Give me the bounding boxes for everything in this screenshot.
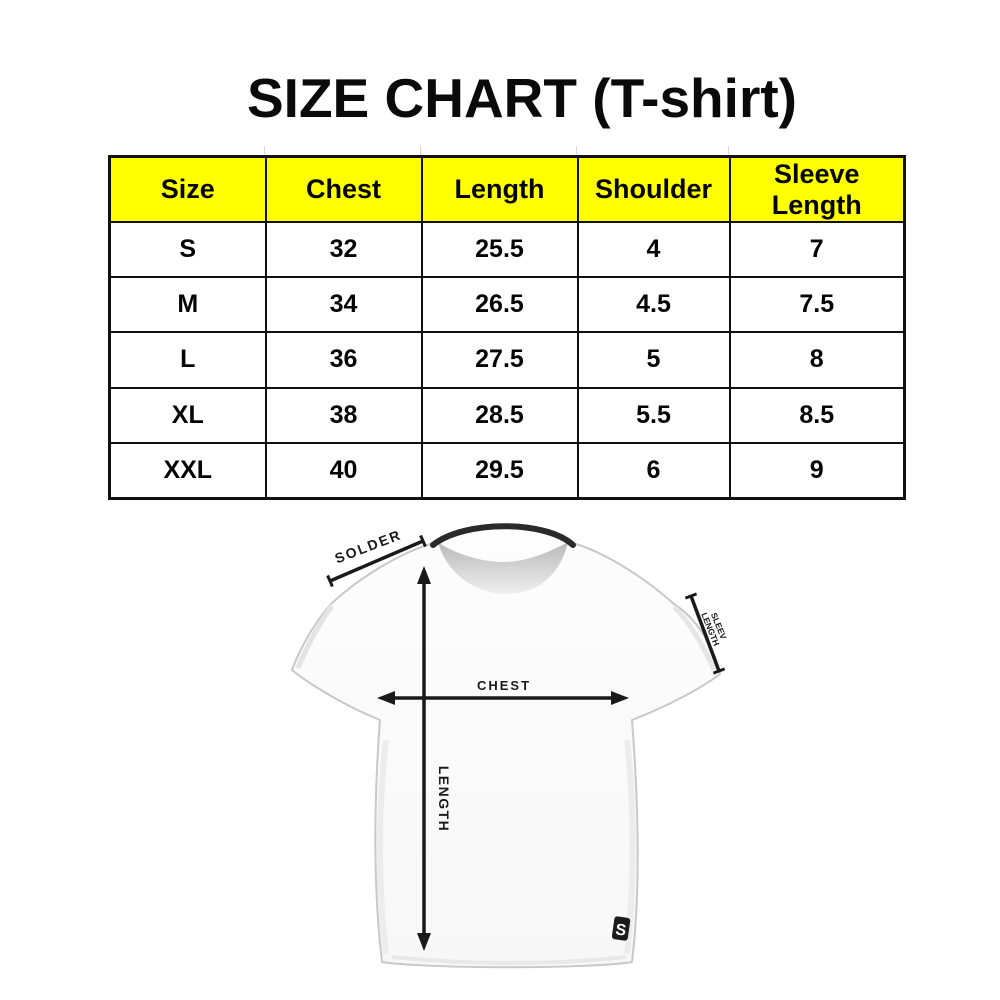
sleeve-shading <box>672 605 717 671</box>
cell-sleeve: 7.5 <box>728 276 906 334</box>
gridline-tick <box>576 146 577 155</box>
sleeve-shading <box>295 604 335 669</box>
sleeve-length-arrow <box>684 592 726 675</box>
cell-shoulder: 5.5 <box>576 386 731 444</box>
cell-size: L <box>108 331 267 389</box>
cell-shoulder: 5 <box>576 331 731 389</box>
length-label: LENGTH <box>436 766 452 833</box>
cell-length: 27.5 <box>420 331 579 389</box>
cell-length: 25.5 <box>420 220 579 279</box>
fold-shading <box>624 739 636 955</box>
cell-shoulder: 4 <box>576 220 731 279</box>
shoulder-arrow <box>326 534 427 588</box>
table-row-s: S 32 25.5 4 7 <box>108 220 906 279</box>
cell-size: S <box>108 220 267 279</box>
cell-size: XXL <box>108 441 267 500</box>
cell-chest: 38 <box>264 386 423 444</box>
cell-sleeve: 8 <box>728 331 906 389</box>
fold-shading <box>377 739 389 955</box>
brand-logo: S <box>611 916 631 941</box>
cell-chest: 36 <box>264 331 423 389</box>
cell-sleeve: 7 <box>728 220 906 279</box>
table-row-m: M 34 26.5 4.5 7.5 <box>108 276 906 334</box>
brand-logo-letter: S <box>614 921 627 939</box>
page-title: SIZE CHART (T-shirt) <box>247 67 797 129</box>
header-cell-chest: Chest <box>264 155 423 223</box>
header-cell-sleeve-length: Sleeve Length <box>728 155 906 223</box>
cell-length: 26.5 <box>420 276 579 334</box>
cell-shoulder: 4.5 <box>576 276 731 334</box>
tshirt-measurement-diagram: LENGTH CHEST SOLDER SLEEV LENGTH S <box>270 508 750 994</box>
cell-length: 28.5 <box>420 386 579 444</box>
chest-label: CHEST <box>477 678 531 693</box>
cell-chest: 40 <box>264 441 423 500</box>
chest-arrow <box>377 691 629 705</box>
neck-opening <box>438 542 568 594</box>
cell-size: M <box>108 276 267 334</box>
hem-shading <box>391 955 627 965</box>
collar-band <box>430 523 576 548</box>
header-cell-size: Size <box>108 155 267 223</box>
header-cell-shoulder: Shoulder <box>576 155 731 223</box>
cell-shoulder: 6 <box>576 441 731 500</box>
table-header-row: Size Chest Length Shoulder Sleeve Length <box>108 155 906 223</box>
cell-chest: 34 <box>264 276 423 334</box>
length-arrow <box>417 566 431 951</box>
gridline-tick <box>728 146 729 155</box>
cell-sleeve: 9 <box>728 441 906 500</box>
gridline-tick <box>420 146 421 155</box>
size-chart-table: Size Chest Length Shoulder Sleeve Length… <box>108 155 906 500</box>
cell-chest: 32 <box>264 220 423 279</box>
table-row-xxl: XXL 40 29.5 6 9 <box>108 441 906 500</box>
tshirt-body-shape <box>291 526 721 969</box>
cell-size: XL <box>108 386 267 444</box>
cell-length: 29.5 <box>420 441 579 500</box>
table-row-xl: XL 38 28.5 5.5 8.5 <box>108 386 906 444</box>
cell-sleeve: 8.5 <box>728 386 906 444</box>
tshirt-diagram-svg: LENGTH CHEST SOLDER SLEEV LENGTH S <box>291 523 729 969</box>
table-row-l: L 36 27.5 5 8 <box>108 331 906 389</box>
header-cell-length: Length <box>420 155 579 223</box>
gridline-tick <box>264 146 265 155</box>
